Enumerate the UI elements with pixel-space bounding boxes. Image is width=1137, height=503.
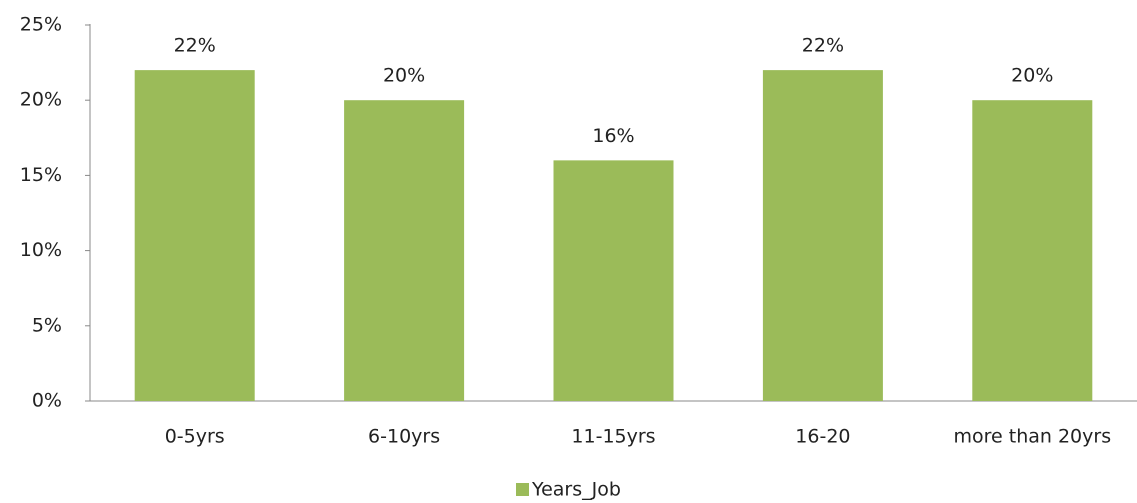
x-tick-label: more than 20yrs — [953, 426, 1111, 448]
x-tick-label: 11-15yrs — [571, 426, 655, 448]
data-label: 16% — [592, 125, 634, 147]
x-tick-label: 16-20 — [795, 426, 850, 448]
y-tick-label: 0% — [32, 390, 62, 412]
x-tick-label: 6-10yrs — [368, 426, 440, 448]
bar — [344, 100, 465, 401]
bar — [553, 160, 674, 401]
data-label: 20% — [383, 65, 425, 87]
bar — [972, 100, 1093, 401]
y-tick-label: 10% — [20, 239, 62, 261]
bar — [762, 70, 883, 402]
y-tick-label: 20% — [20, 89, 62, 111]
x-tick-label: 0-5yrs — [165, 426, 225, 448]
y-tick-label: 5% — [32, 314, 62, 336]
y-tick-label: 25% — [20, 14, 62, 36]
data-label: 22% — [174, 35, 216, 57]
y-tick-label: 15% — [20, 164, 62, 186]
legend-label: Years_Job — [531, 479, 621, 501]
data-label: 20% — [1011, 65, 1053, 87]
bar — [134, 70, 255, 402]
data-label: 22% — [802, 35, 844, 57]
legend-swatch — [516, 483, 529, 496]
